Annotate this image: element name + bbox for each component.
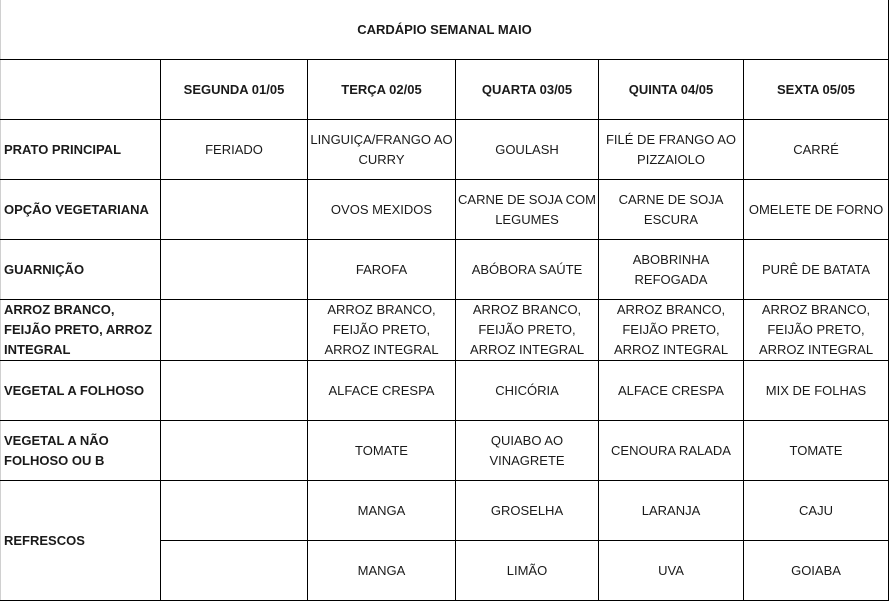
menu-cell: FILÉ DE FRANGO AO PIZZAIOLO xyxy=(598,119,744,180)
menu-cell: ARROZ BRANCO, FEIJÃO PRETO, ARROZ INTEGR… xyxy=(742,299,889,361)
refrescos-row: MANGA LIMÃO UVA GOIABA xyxy=(1,540,889,601)
menu-cell: LARANJA xyxy=(598,480,744,541)
menu-cell: ARROZ BRANCO, FEIJÃO PRETO, ARROZ INTEGR… xyxy=(598,299,744,361)
row-label: VEGETAL A NÃO FOLHOSO OU B xyxy=(0,420,161,481)
day-header: SEXTA 05/05 xyxy=(742,59,889,120)
menu-row: VEGETAL A NÃO FOLHOSO OU B TOMATE QUIABO A… xyxy=(0,420,889,481)
menu-cell: ALFACE CRESPA xyxy=(598,360,744,421)
menu-cell: QUIABO AO VINAGRETE xyxy=(455,420,599,481)
menu-cell xyxy=(160,179,308,240)
header-row: SEGUNDA 01/05 TERÇA 02/05 QUARTA 03/05 QUIN… xyxy=(0,59,889,120)
menu-title: CARDÁPIO SEMANAL MAIO xyxy=(0,0,889,60)
menu-cell: ABOBRINHA REFOGADA xyxy=(598,239,744,300)
menu-cell: CENOURA RALADA xyxy=(598,420,744,481)
row-label: REFRESCOS xyxy=(0,480,161,601)
menu-row: VEGETAL A FOLHOSO ALFACE CRESPA CHICÓRIA AL… xyxy=(0,360,889,421)
menu-cell: TOMATE xyxy=(742,420,889,481)
menu-cell: OMELETE DE FORNO xyxy=(742,179,889,240)
menu-cell: MANGA xyxy=(307,480,456,541)
menu-cell: GOIABA xyxy=(742,540,889,601)
menu-cell: UVA xyxy=(598,540,744,601)
menu-cell: FERIADO xyxy=(160,119,308,180)
row-label: OPÇÃO VEGETARIANA xyxy=(0,179,161,240)
day-header: QUARTA 03/05 xyxy=(455,59,599,120)
menu-cell: CAJU xyxy=(742,480,889,541)
menu-cell: TOMATE xyxy=(307,420,456,481)
row-label: ARROZ BRANCO, FEIJÃO PRETO, ARROZ INTEGR… xyxy=(0,299,161,361)
menu-cell: LIMÃO xyxy=(455,540,599,601)
menu-cell: ARROZ BRANCO, FEIJÃO PRETO, ARROZ INTEGR… xyxy=(307,299,456,361)
row-label: PRATO PRINCIPAL xyxy=(0,119,161,180)
menu-row: PRATO PRINCIPAL FERIADO LINGUIÇA/FRANGO AO… xyxy=(0,119,889,180)
menu-cell: PURÊ DE BATATA xyxy=(742,239,889,300)
refrescos-row: REFRESCOS MANGA GROSELHA LARANJA CAJU xyxy=(0,480,889,601)
menu-row: GUARNIÇÃO FAROFA ABÓBORA SAÚTE ABOBRINHA RE… xyxy=(0,239,889,300)
menu-cell: LINGUIÇA/FRANGO AO CURRY xyxy=(307,119,456,180)
corner-cell xyxy=(0,59,161,120)
row-label: GUARNIÇÃO xyxy=(0,239,161,300)
menu-cell: ARROZ BRANCO, FEIJÃO PRETO, ARROZ INTEGR… xyxy=(455,299,599,361)
day-header: SEGUNDA 01/05 xyxy=(160,59,308,120)
menu-cell: MIX DE FOLHAS xyxy=(742,360,889,421)
menu-cell: ALFACE CRESPA xyxy=(307,360,456,421)
menu-cell xyxy=(160,299,308,361)
menu-cell: CARRÉ xyxy=(742,119,889,180)
menu-cell: ABÓBORA SAÚTE xyxy=(455,239,599,300)
menu-cell xyxy=(160,360,308,421)
menu-cell: CARNE DE SOJA COM LEGUMES xyxy=(455,179,599,240)
title-row: CARDÁPIO SEMANAL MAIO xyxy=(0,0,889,60)
menu-cell: MANGA xyxy=(307,540,456,601)
menu-cell: GROSELHA xyxy=(455,480,599,541)
row-label: VEGETAL A FOLHOSO xyxy=(0,360,161,421)
day-header: TERÇA 02/05 xyxy=(307,59,456,120)
menu-cell xyxy=(160,420,308,481)
menu-cell: CHICÓRIA xyxy=(455,360,599,421)
menu-cell xyxy=(160,540,308,601)
menu-cell: FAROFA xyxy=(307,239,456,300)
menu-row: OPÇÃO VEGETARIANA OVOS MEXIDOS CARNE DE SO… xyxy=(0,179,889,240)
day-header: QUINTA 04/05 xyxy=(598,59,744,120)
menu-cell xyxy=(160,239,308,300)
menu-row: ARROZ BRANCO, FEIJÃO PRETO, ARROZ INTEGR… xyxy=(0,299,889,361)
menu-cell: OVOS MEXIDOS xyxy=(307,179,456,240)
menu-cell: CARNE DE SOJA ESCURA xyxy=(598,179,744,240)
menu-cell: GOULASH xyxy=(455,119,599,180)
menu-cell xyxy=(160,480,308,541)
